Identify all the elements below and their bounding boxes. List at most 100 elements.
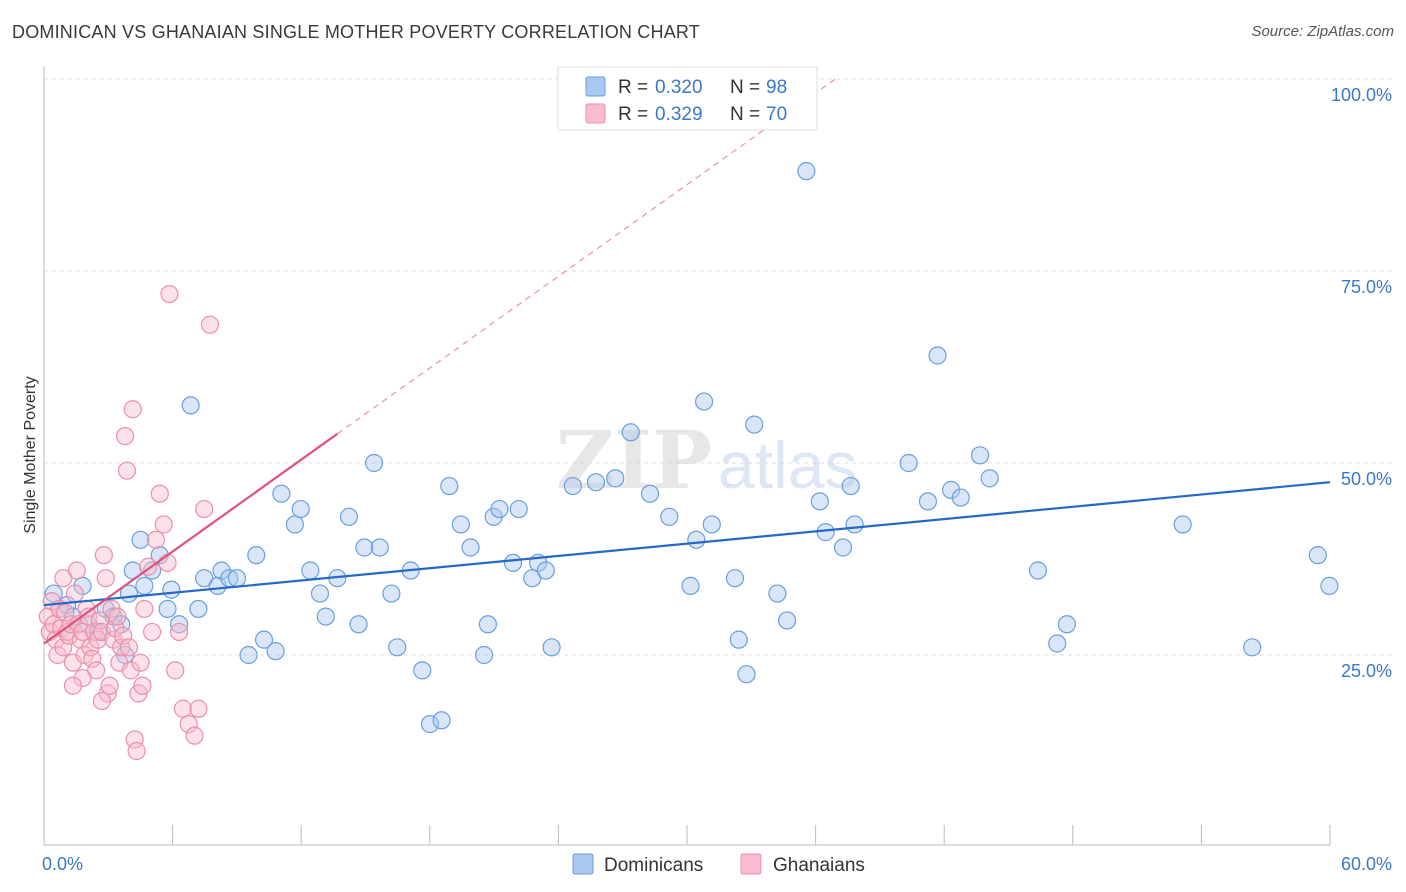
dominican-point [227, 569, 247, 588]
ghanaian-point [56, 603, 75, 622]
dominican-point [777, 611, 797, 630]
dominican-point [509, 499, 528, 519]
ghanaian-point [119, 638, 139, 657]
dominican-point [660, 507, 679, 526]
dominican-point [272, 484, 291, 503]
ghanaian-point [96, 569, 115, 588]
legend-n-value: 70 [766, 104, 787, 125]
dominican-point [170, 615, 189, 634]
dominican-point [1243, 638, 1262, 657]
dominican-point [135, 576, 154, 595]
bottom-legend-dominicans-label[interactable]: Dominicans [604, 855, 703, 876]
y-axis-label: Single Mother Poverty [22, 376, 39, 533]
bottom-legend-dominicans-swatch[interactable] [572, 853, 594, 875]
dominican-point [980, 469, 999, 488]
dominican-point [388, 638, 407, 657]
dominican-point [841, 476, 860, 496]
ghanaian-point [54, 638, 73, 657]
dominican-point [845, 515, 864, 534]
ghanaian-point [179, 715, 198, 734]
ghanaian-point [185, 726, 204, 745]
ghanaian-point [166, 661, 185, 680]
legend-pink-swatch [585, 103, 606, 124]
dominican-point [563, 476, 582, 496]
dominican-point [640, 484, 660, 503]
x-tick-label-max: 60.0% [1341, 854, 1392, 874]
dominican-point [1048, 634, 1067, 653]
dominican-point [254, 630, 274, 649]
ghanaian-point [195, 499, 214, 519]
dominican-point [266, 642, 285, 661]
dominican-point [239, 645, 258, 665]
dominican-point [810, 492, 829, 511]
legend-n-value: 98 [766, 77, 787, 98]
dominican-point [1173, 515, 1192, 534]
dominican-point [291, 499, 310, 519]
legend-r-label: R = [618, 77, 648, 98]
ghanaian-point [121, 661, 140, 680]
dominican-point [420, 715, 440, 734]
ghanaian-point [160, 284, 179, 304]
ghanaian-point [142, 622, 162, 642]
ghanaian-point [83, 649, 102, 668]
ghanaian-trend-extension [337, 78, 836, 435]
dominican-point [131, 530, 150, 549]
ghanaian-point [90, 611, 110, 630]
ghanaian-point [150, 484, 169, 503]
ghanaian-point [104, 630, 123, 649]
dominican-point [339, 507, 359, 526]
dominican-point [364, 453, 384, 473]
dominican-point [816, 523, 835, 542]
bottom-legend-ghanaians-label[interactable]: Ghanaians [773, 855, 865, 876]
dominican-point [899, 453, 918, 473]
dominican-point [729, 630, 748, 649]
dominican-point [316, 607, 335, 626]
dominican-point [478, 615, 497, 634]
ghanaian-point [189, 699, 208, 718]
dominican-point [768, 584, 787, 603]
ghanaian-point [81, 638, 100, 657]
dominican-point [413, 661, 432, 680]
ghanaian-point [117, 461, 137, 480]
ghanaian-point [200, 315, 220, 334]
dominican-point [88, 622, 108, 642]
y-tick-label: 100.0% [1331, 85, 1392, 105]
dominican-point [833, 538, 853, 557]
dominican-point [928, 346, 947, 365]
legend-blue-swatch [585, 76, 606, 97]
dominican-point [542, 638, 561, 657]
dominican-point [212, 561, 231, 580]
ghanaian-point [100, 676, 119, 695]
dominican-point [586, 473, 606, 492]
dominican-point [474, 645, 494, 665]
ghanaian-trend-line [43, 432, 338, 645]
ghanaian-point [133, 676, 152, 695]
dominican-point [195, 569, 214, 588]
ghanaian-point [146, 530, 166, 549]
dominican-point [918, 492, 938, 511]
dominican-point [490, 499, 509, 519]
dominican-point [162, 580, 181, 599]
dominican-point [681, 576, 700, 595]
dominican-point [285, 515, 304, 534]
dominican-point [621, 423, 640, 442]
y-tick-label: 75.0% [1341, 277, 1392, 297]
ghanaian-point [170, 622, 189, 642]
dominican-point [1320, 576, 1339, 595]
watermark-zip: ZIP [556, 413, 712, 507]
dominican-point [1308, 546, 1327, 565]
ghanaian-point [135, 599, 154, 619]
ghanaian-point [87, 661, 106, 680]
dominican-point [725, 569, 745, 588]
dominican-point [536, 561, 555, 580]
ghanaian-point [67, 561, 86, 580]
source-credit: Source: ZipAtlas.com [1251, 23, 1394, 40]
dominican-point [432, 711, 451, 730]
bottom-legend-ghanaians-swatch[interactable] [740, 853, 762, 875]
dominican-point [702, 515, 721, 534]
dominican-point [737, 665, 756, 684]
dominican-point [606, 469, 625, 488]
dominican-point [451, 515, 470, 534]
legend-r-label: R = [618, 104, 648, 125]
ghanaian-point [106, 619, 125, 638]
